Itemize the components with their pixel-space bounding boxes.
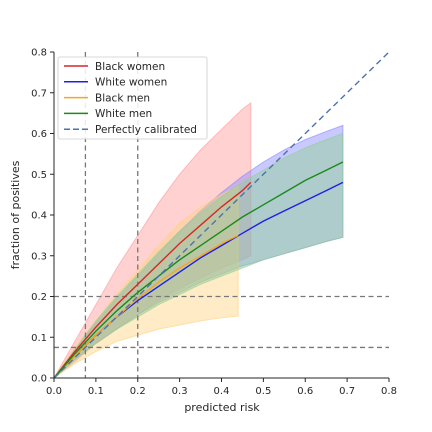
x-tick-label: 0.8 <box>381 386 397 397</box>
y-tick-label: 0.8 <box>31 48 47 59</box>
black-women-line <box>53 181 252 379</box>
tick-labels: 0.0 0.1 0.2 0.3 0.4 0.5 0.6 0.7 0.8 0.0 0.1 0.2 0.3 0… <box>31 48 397 398</box>
black-men-line <box>53 234 239 379</box>
legend-label-white-men: White men <box>95 108 152 120</box>
perfectly-calibrated-line <box>53 51 390 379</box>
black-men-confidence-band <box>53 185 239 379</box>
y-tick-label: 0.6 <box>31 129 47 140</box>
white-men-line <box>53 161 344 379</box>
legend-label-black-men: Black men <box>95 92 150 104</box>
x-tick-label: 0.7 <box>339 386 355 397</box>
x-tick-label: 0.5 <box>255 386 271 397</box>
legend-label-perfectly-calibrated: Perfectly calibrated <box>95 124 197 136</box>
legend-box <box>57 56 208 140</box>
x-tick-label: 0.6 <box>297 386 313 397</box>
x-tick-label: 0.0 <box>46 386 62 397</box>
x-tick-label: 0.2 <box>130 386 146 397</box>
confidence-bands <box>53 101 344 379</box>
y-tick-label: 0.4 <box>31 211 47 222</box>
series-lines <box>53 51 390 379</box>
legend: Black women White women Black men White men… <box>57 56 208 140</box>
y-tick-label: 0.5 <box>31 170 47 181</box>
x-tick-label: 0.4 <box>214 386 230 397</box>
y-axis-label: fraction of positives <box>9 160 22 269</box>
x-tick-label: 0.1 <box>88 386 104 397</box>
y-tick-label: 0.1 <box>31 333 47 344</box>
x-tick-label: 0.3 <box>172 386 188 397</box>
legend-label-black-women: Black women <box>95 61 165 73</box>
y-tick-label: 0.7 <box>31 88 47 99</box>
white-men-confidence-band <box>53 132 344 379</box>
legend-label-white-women: White women <box>95 77 167 89</box>
y-tick-label: 0.2 <box>31 292 47 303</box>
y-tick-label: 0.3 <box>31 251 47 262</box>
y-tick-label: 0.0 <box>31 374 47 385</box>
x-axis-label: predicted risk <box>184 401 260 414</box>
